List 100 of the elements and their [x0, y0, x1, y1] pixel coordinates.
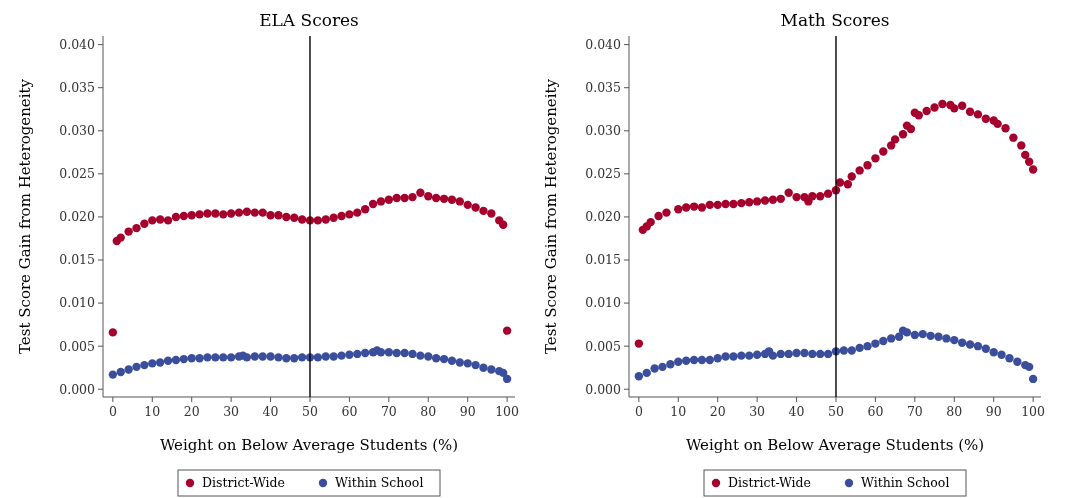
point — [839, 346, 849, 355]
point — [776, 194, 785, 204]
point — [776, 349, 785, 359]
point — [179, 354, 189, 364]
point — [329, 352, 338, 361]
x-tick-label: 60 — [867, 404, 884, 419]
point — [337, 351, 346, 360]
legend-label: District-Wide — [728, 475, 812, 491]
point — [965, 107, 975, 117]
point — [654, 211, 663, 221]
point — [313, 216, 323, 225]
point — [219, 210, 228, 219]
point — [871, 154, 880, 163]
point — [816, 192, 825, 201]
point — [642, 368, 651, 378]
point — [124, 365, 133, 374]
point — [768, 351, 778, 360]
point — [697, 203, 707, 212]
point — [713, 200, 722, 210]
y-tick-label: 0.030 — [585, 123, 622, 139]
y-tick-label: 0.015 — [585, 252, 621, 268]
point — [408, 192, 417, 202]
point — [957, 338, 967, 347]
x-tick-label: 50 — [828, 404, 844, 419]
y-tick-label: 0.035 — [585, 80, 621, 96]
point — [752, 197, 762, 206]
point — [689, 355, 699, 365]
point — [487, 365, 496, 374]
point — [431, 193, 441, 203]
point — [989, 348, 998, 357]
point — [863, 161, 872, 170]
point — [823, 189, 833, 198]
point — [148, 216, 157, 225]
point — [886, 334, 896, 343]
point — [681, 203, 691, 212]
point — [408, 349, 417, 359]
y-axis-title: Test Score Gain from Heterogeneity — [542, 78, 560, 355]
point — [463, 200, 472, 210]
point — [745, 198, 754, 207]
point — [792, 192, 801, 202]
point — [132, 362, 141, 372]
x-tick-label: 0 — [108, 404, 117, 419]
x-tick-label: 30 — [749, 404, 766, 419]
point — [646, 217, 655, 227]
point — [439, 194, 449, 204]
point — [290, 354, 299, 363]
legend-label: Within School — [335, 475, 424, 491]
point — [226, 209, 236, 218]
point — [187, 354, 196, 363]
point — [855, 166, 864, 175]
point — [792, 348, 801, 358]
point — [498, 368, 508, 378]
point — [938, 99, 947, 109]
point — [973, 341, 983, 351]
point — [163, 216, 173, 225]
point — [290, 213, 299, 222]
point — [890, 135, 900, 144]
point — [1021, 150, 1030, 160]
point — [784, 188, 793, 198]
point — [250, 208, 259, 217]
point — [760, 196, 770, 205]
point — [471, 360, 480, 370]
y-tick-label: 0.035 — [59, 80, 95, 96]
point — [737, 351, 746, 360]
point — [337, 211, 346, 221]
x-tick-label: 70 — [906, 404, 923, 419]
point — [502, 374, 512, 384]
x-tick-label: 60 — [341, 404, 358, 419]
x-tick-label: 100 — [1021, 404, 1046, 419]
point — [108, 370, 118, 379]
point — [879, 147, 888, 156]
point — [124, 227, 133, 236]
point — [981, 114, 990, 123]
point — [258, 352, 267, 361]
point — [910, 330, 920, 340]
point — [155, 358, 165, 367]
legend-label: District-Wide — [202, 475, 286, 491]
point — [424, 352, 433, 361]
point — [439, 354, 449, 364]
point — [353, 208, 362, 217]
point — [658, 362, 667, 372]
point — [195, 210, 204, 219]
point — [416, 188, 425, 198]
point — [250, 352, 259, 361]
x-tick-label: 80 — [946, 404, 963, 419]
point — [345, 350, 354, 359]
point — [847, 172, 856, 181]
point — [957, 101, 967, 110]
point — [297, 215, 307, 224]
point — [886, 141, 896, 150]
point — [914, 111, 923, 120]
point — [997, 350, 1006, 359]
y-axis-title: Test Score Gain from Heterogeneity — [16, 78, 34, 355]
point — [808, 349, 817, 359]
point — [297, 353, 307, 362]
x-tick-label: 0 — [634, 404, 643, 419]
point — [965, 340, 975, 349]
point — [847, 346, 856, 355]
x-tick-label: 30 — [223, 404, 240, 419]
x-tick-label: 80 — [420, 404, 437, 419]
